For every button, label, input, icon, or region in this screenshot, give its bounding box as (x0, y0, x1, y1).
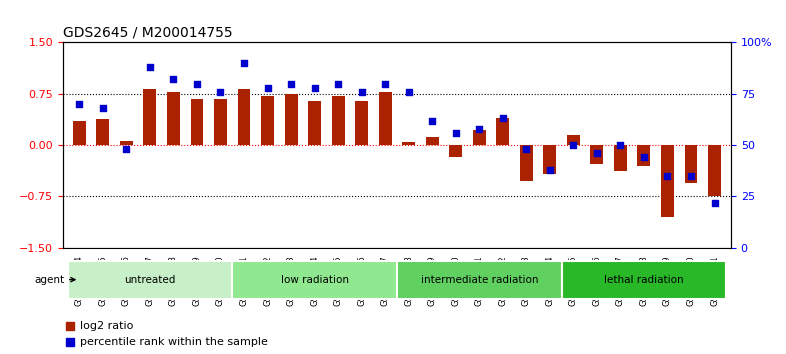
Bar (214, 99, 227, 145)
Point (402, 89, 415, 95)
Bar (543, 145, 556, 174)
Bar (379, 92, 391, 145)
Bar (450, 145, 462, 158)
Point (167, 76, 180, 82)
Point (708, 200, 721, 205)
FancyBboxPatch shape (397, 261, 562, 299)
Point (426, 118, 439, 123)
Point (590, 150, 603, 156)
Text: GDS2645 / M200014755: GDS2645 / M200014755 (63, 26, 233, 40)
FancyBboxPatch shape (562, 261, 726, 299)
Text: agent: agent (34, 275, 75, 285)
Bar (97, 119, 109, 145)
Text: log2 ratio: log2 ratio (79, 321, 133, 331)
Point (614, 142, 626, 148)
FancyBboxPatch shape (232, 261, 397, 299)
Bar (661, 145, 674, 217)
Point (237, 60, 250, 66)
Bar (520, 145, 533, 181)
Bar (567, 135, 580, 145)
Bar (144, 89, 156, 145)
Point (120, 147, 133, 152)
Point (215, 89, 227, 95)
Bar (614, 145, 627, 171)
Point (685, 173, 697, 179)
Point (450, 130, 462, 136)
Point (520, 147, 533, 152)
Point (497, 116, 509, 121)
Text: untreated: untreated (124, 275, 175, 285)
Bar (167, 92, 180, 145)
Point (637, 155, 650, 160)
Point (544, 167, 556, 173)
Bar (496, 118, 509, 145)
Point (97, 105, 109, 111)
Point (144, 64, 156, 70)
Point (379, 81, 391, 86)
Bar (590, 145, 604, 164)
Point (191, 81, 204, 86)
Point (261, 85, 274, 91)
Point (308, 85, 321, 91)
Bar (332, 96, 344, 145)
Text: lethal radiation: lethal radiation (604, 275, 684, 285)
Point (73, 101, 86, 107)
Text: intermediate radiation: intermediate radiation (421, 275, 538, 285)
Point (473, 126, 486, 132)
Point (355, 89, 368, 95)
Bar (685, 145, 697, 183)
Bar (637, 145, 650, 166)
Text: low radiation: low radiation (281, 275, 349, 285)
Bar (237, 89, 251, 145)
Bar (261, 96, 274, 145)
Point (285, 81, 297, 86)
Point (567, 142, 579, 148)
Point (661, 173, 674, 179)
Bar (473, 130, 486, 145)
Bar (426, 137, 439, 145)
Bar (308, 101, 321, 145)
Bar (73, 121, 86, 145)
Text: percentile rank within the sample: percentile rank within the sample (79, 337, 267, 347)
Bar (402, 142, 415, 145)
Point (332, 81, 344, 86)
Bar (285, 94, 298, 145)
Bar (190, 99, 204, 145)
FancyBboxPatch shape (68, 261, 232, 299)
Bar (120, 141, 133, 145)
Bar (355, 101, 368, 145)
Bar (708, 145, 721, 196)
